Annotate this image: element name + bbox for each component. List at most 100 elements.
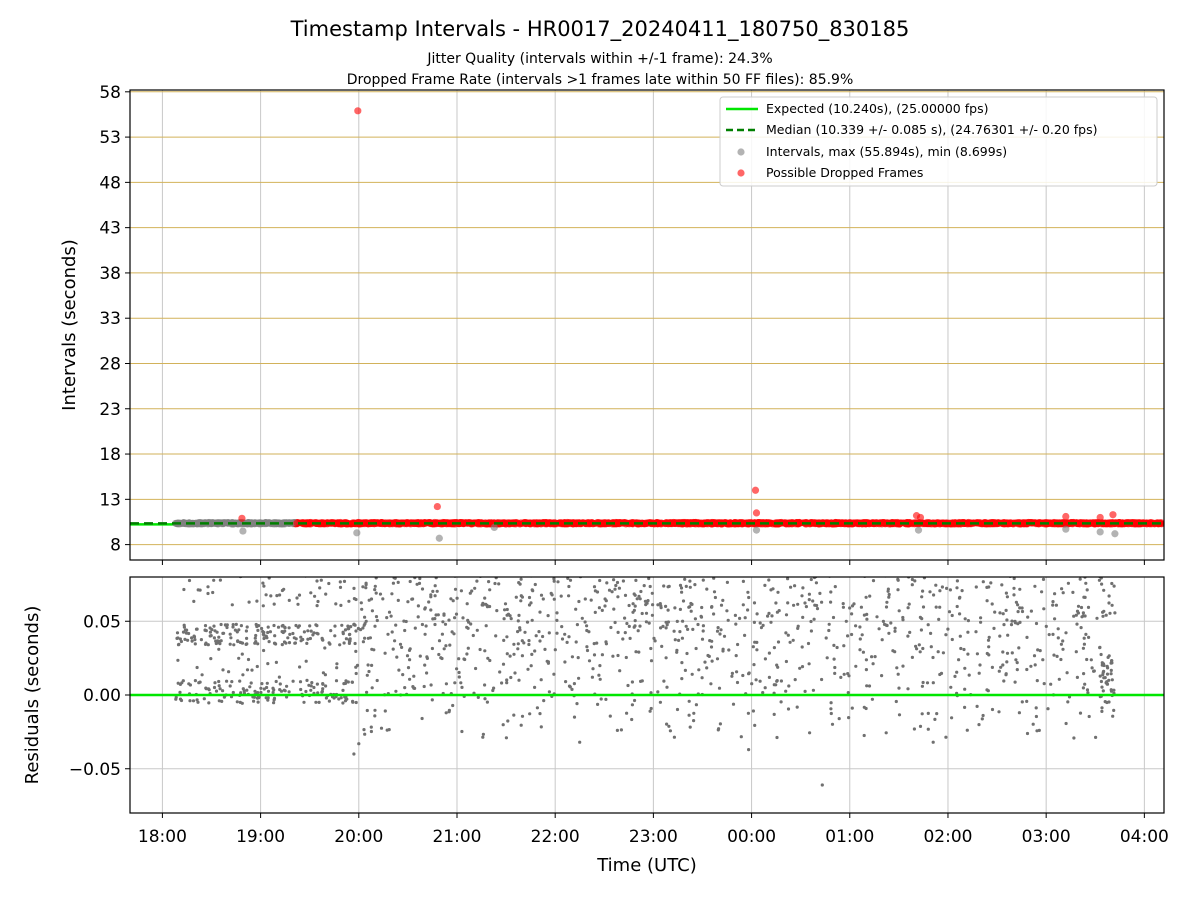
residual-point	[715, 629, 720, 633]
residual-point	[476, 695, 480, 700]
residual-point	[725, 609, 729, 613]
residual-point	[1084, 581, 1088, 585]
residual-point	[503, 608, 507, 612]
residual-point	[861, 650, 866, 654]
residual-point	[598, 578, 602, 583]
residual-point	[688, 585, 692, 589]
residual-point	[665, 623, 669, 627]
residual-point	[483, 683, 487, 687]
residual-point	[617, 586, 622, 590]
residual-point	[844, 619, 848, 623]
residual-point	[257, 695, 261, 699]
residual-point	[1105, 700, 1109, 705]
residual-point	[299, 639, 303, 643]
residual-point	[400, 645, 404, 650]
residual-point	[815, 603, 819, 608]
residual-point	[738, 616, 742, 621]
residuals-y-tick-label: 0.05	[83, 612, 121, 632]
residual-point	[218, 687, 222, 691]
residual-point	[642, 569, 645, 572]
residual-point	[850, 706, 854, 710]
time-x-tick-label: 00:00	[727, 827, 776, 847]
residual-point	[877, 627, 881, 631]
residual-point	[665, 685, 669, 689]
residual-point	[680, 661, 684, 665]
residual-point	[309, 591, 313, 595]
residual-point	[659, 606, 663, 610]
residual-point	[203, 624, 208, 628]
residual-point	[921, 680, 925, 685]
residual-point	[597, 606, 602, 610]
residual-point	[324, 684, 328, 688]
residual-point	[1095, 616, 1099, 620]
residual-point	[481, 735, 485, 739]
residual-point	[344, 637, 348, 641]
residual-point	[490, 572, 493, 575]
residual-point	[560, 637, 565, 641]
residual-point	[460, 729, 464, 734]
residual-point	[425, 671, 429, 675]
residual-point	[311, 633, 315, 637]
residual-point	[316, 599, 320, 604]
residual-point	[897, 609, 901, 613]
residual-point	[661, 624, 665, 629]
residual-point	[503, 602, 508, 606]
residual-point	[597, 673, 601, 677]
residual-point	[753, 723, 757, 728]
residual-point	[314, 623, 318, 627]
residual-point	[321, 671, 325, 675]
residual-point	[396, 569, 399, 572]
residual-point	[567, 635, 571, 639]
residual-point	[403, 628, 407, 633]
residual-point	[920, 712, 924, 716]
residual-point	[416, 604, 420, 608]
residual-point	[541, 634, 545, 639]
residual-point	[320, 689, 324, 694]
residual-point	[354, 597, 358, 602]
residual-point	[413, 686, 417, 691]
residual-point	[268, 630, 272, 634]
residual-point	[195, 570, 198, 573]
residual-point	[272, 696, 277, 701]
residual-point	[506, 719, 510, 723]
residual-point	[404, 571, 407, 574]
residual-point	[690, 672, 694, 676]
residual-point	[950, 613, 954, 618]
residual-point	[1100, 582, 1104, 586]
residual-point	[404, 619, 408, 624]
residual-point	[1032, 654, 1037, 658]
residual-point	[665, 722, 669, 726]
residual-point	[1001, 663, 1005, 667]
residual-point	[354, 629, 358, 633]
residual-point	[261, 629, 265, 634]
residual-point	[913, 573, 916, 576]
residual-point	[274, 660, 278, 665]
residual-point	[779, 679, 784, 683]
residual-point	[701, 629, 705, 633]
residual-point	[587, 659, 592, 663]
residual-point	[216, 639, 220, 643]
residual-point	[178, 682, 182, 687]
residual-point	[733, 613, 738, 618]
residual-point	[410, 597, 414, 601]
residual-point	[716, 626, 720, 630]
residual-point	[647, 621, 651, 625]
residual-point	[391, 581, 395, 585]
residual-point	[981, 713, 985, 718]
residual-point	[572, 682, 577, 686]
residual-point	[324, 592, 328, 596]
residual-point	[1094, 735, 1098, 740]
intervals-y-tick-label: 38	[99, 264, 121, 284]
residual-point	[483, 596, 487, 600]
residual-point	[807, 598, 811, 602]
residual-point	[1110, 603, 1114, 607]
residual-point	[1000, 583, 1004, 587]
residual-point	[282, 688, 286, 692]
dropped-frame-outlier-point	[238, 514, 246, 522]
residual-point	[182, 587, 186, 592]
dropped-frame-point	[1131, 519, 1139, 526]
residual-point	[516, 647, 520, 651]
residual-point	[523, 630, 527, 634]
residual-point	[334, 679, 339, 683]
residual-point	[770, 614, 774, 618]
